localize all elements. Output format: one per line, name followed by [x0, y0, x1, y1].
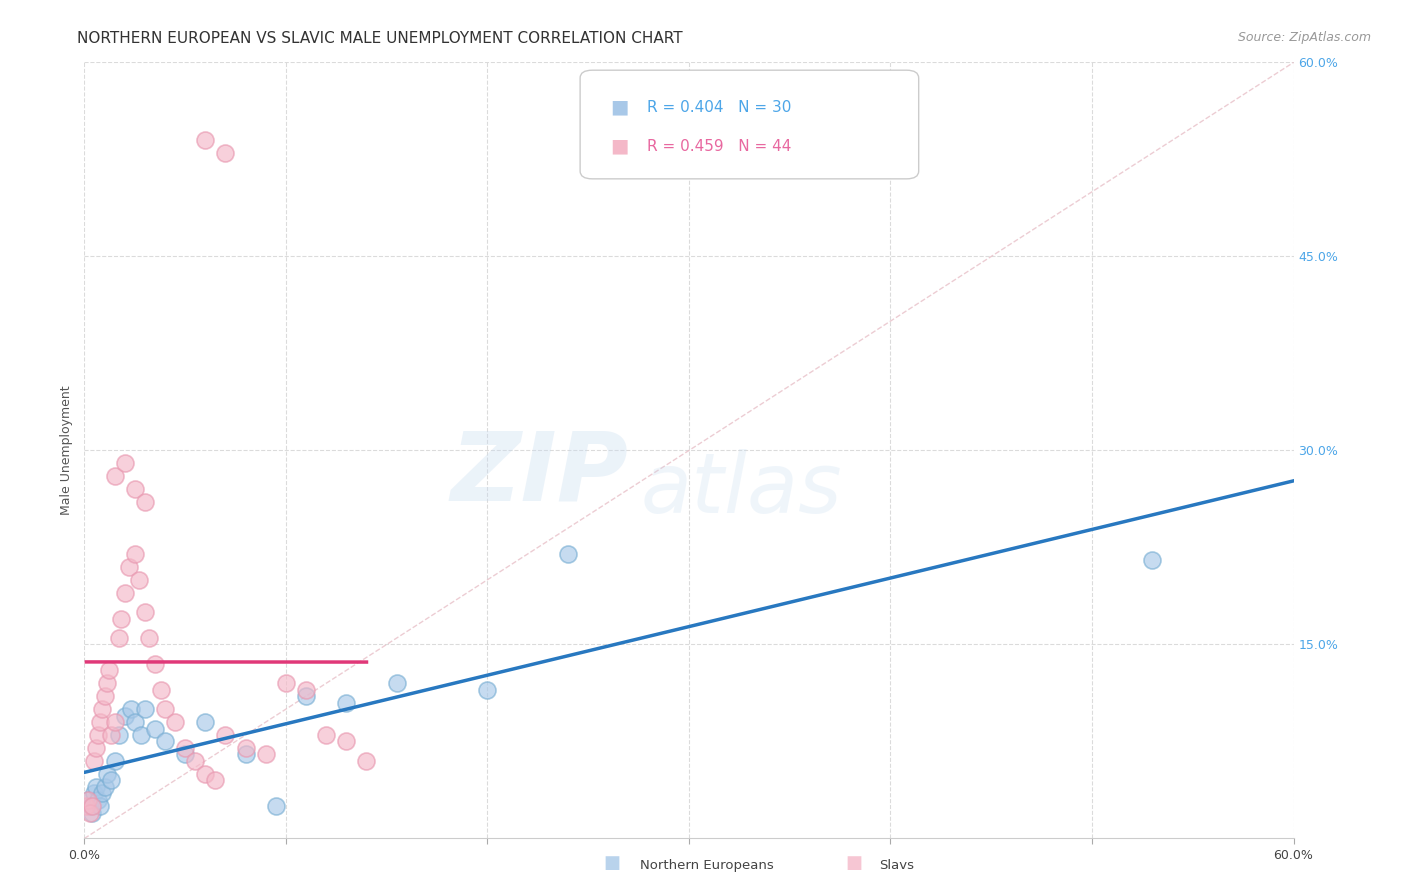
Point	[87, 728, 110, 742]
Point	[89, 799, 111, 814]
Point	[264, 799, 287, 814]
Point	[86, 740, 108, 755]
Text: ■: ■	[610, 98, 628, 117]
Point	[128, 573, 150, 587]
Point	[100, 728, 122, 742]
Point	[83, 754, 105, 768]
Text: Slavs: Slavs	[879, 859, 914, 872]
Point	[82, 799, 104, 814]
Point	[235, 740, 257, 755]
Point	[1142, 553, 1164, 567]
Point	[87, 793, 110, 807]
Point	[134, 702, 156, 716]
Point	[86, 780, 108, 794]
Point	[96, 676, 118, 690]
Point	[124, 547, 146, 561]
Text: ZIP: ZIP	[450, 427, 628, 520]
Text: Source: ZipAtlas.com: Source: ZipAtlas.com	[1237, 31, 1371, 45]
Point	[107, 631, 129, 645]
Point	[110, 612, 132, 626]
Point	[134, 605, 156, 619]
Point	[235, 747, 257, 762]
Point	[91, 786, 114, 800]
Point	[138, 631, 160, 645]
Point	[143, 722, 166, 736]
Text: ■: ■	[603, 855, 620, 872]
Point	[93, 690, 115, 704]
Point	[107, 728, 129, 742]
Point	[557, 547, 579, 561]
Point	[97, 664, 120, 678]
Point	[89, 715, 111, 730]
Point	[104, 715, 127, 730]
Point	[477, 682, 499, 697]
Point	[165, 715, 187, 730]
Point	[335, 734, 357, 748]
Point	[149, 682, 172, 697]
Point	[194, 767, 217, 781]
Point	[254, 747, 277, 762]
Point	[114, 457, 136, 471]
Text: R = 0.459   N = 44: R = 0.459 N = 44	[647, 139, 792, 153]
FancyBboxPatch shape	[581, 70, 918, 178]
Point	[129, 728, 152, 742]
Point	[124, 715, 146, 730]
Point	[153, 702, 176, 716]
Point	[82, 805, 104, 820]
Text: R = 0.404   N = 30: R = 0.404 N = 30	[647, 100, 792, 115]
Point	[79, 805, 101, 820]
Text: NORTHERN EUROPEAN VS SLAVIC MALE UNEMPLOYMENT CORRELATION CHART: NORTHERN EUROPEAN VS SLAVIC MALE UNEMPLO…	[77, 31, 683, 46]
Point	[104, 754, 127, 768]
Point	[143, 657, 166, 671]
Point	[295, 690, 318, 704]
Point	[194, 133, 217, 147]
Point	[77, 793, 100, 807]
Point	[120, 702, 142, 716]
Point	[96, 767, 118, 781]
Point	[295, 682, 318, 697]
Point	[274, 676, 297, 690]
Text: atlas: atlas	[641, 449, 842, 530]
Point	[174, 740, 197, 755]
Point	[153, 734, 176, 748]
Point	[79, 799, 101, 814]
Point	[118, 560, 141, 574]
Point	[204, 773, 226, 788]
Point	[184, 754, 207, 768]
Point	[114, 586, 136, 600]
Point	[75, 799, 97, 814]
Text: Northern Europeans: Northern Europeans	[640, 859, 773, 872]
Point	[134, 495, 156, 509]
Point	[93, 780, 115, 794]
Text: ■: ■	[610, 136, 628, 156]
Point	[114, 708, 136, 723]
Point	[124, 482, 146, 496]
Point	[104, 469, 127, 483]
Point	[174, 747, 197, 762]
Text: ■: ■	[845, 855, 862, 872]
Point	[356, 754, 378, 768]
Point	[385, 676, 408, 690]
Y-axis label: Male Unemployment: Male Unemployment	[60, 385, 73, 516]
Point	[83, 786, 105, 800]
Point	[214, 728, 236, 742]
Point	[335, 696, 357, 710]
Point	[315, 728, 337, 742]
Point	[91, 702, 114, 716]
Point	[194, 715, 217, 730]
Point	[214, 145, 236, 161]
Point	[77, 793, 100, 807]
Point	[100, 773, 122, 788]
